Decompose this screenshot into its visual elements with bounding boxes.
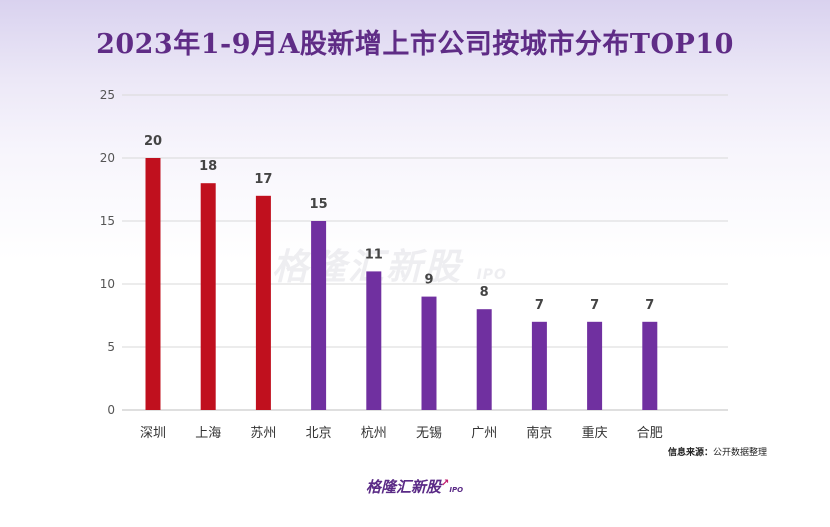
y-axis-ticks: 0 5 10 15 20 25: [100, 88, 115, 417]
data-label: 17: [254, 172, 272, 187]
source-value: 公开数据整理: [713, 448, 768, 458]
bar: [531, 321, 547, 410]
data-label: 20: [144, 134, 162, 149]
category-label: 无锡: [416, 426, 442, 441]
bar: [145, 158, 161, 410]
x-axis-categories: 深圳 上海 苏州 北京 杭州 无锡 广州 南京 重庆 合肥: [140, 425, 663, 441]
footer-logo-ipo: IPO: [449, 486, 464, 494]
category-label: 重庆: [582, 425, 608, 441]
y-tick-label: 25: [100, 88, 115, 102]
bar: [642, 321, 658, 410]
gridlines: [122, 94, 728, 411]
y-tick-label: 10: [100, 277, 115, 291]
arrow-icon: ↗: [441, 478, 450, 489]
category-label: 北京: [306, 426, 332, 441]
y-tick-label: 0: [107, 403, 115, 417]
category-label: 杭州: [361, 426, 387, 441]
category-label: 南京: [526, 425, 552, 441]
category-label: 广州: [471, 426, 497, 441]
y-tick-label: 5: [107, 340, 115, 354]
data-label: 7: [645, 298, 654, 313]
bar: [366, 271, 382, 410]
footer-logo: 格隆汇新股↗IPO: [366, 476, 463, 497]
watermark: 格隆汇新股 IPO: [272, 238, 507, 290]
source-note: 信息来源：公开数据整理: [668, 445, 767, 458]
bar: [587, 321, 603, 410]
y-tick-label: 20: [100, 151, 115, 165]
bar: [311, 221, 327, 410]
category-label: 上海: [195, 426, 221, 441]
data-label: 8: [480, 285, 489, 300]
source-key: 信息来源：: [668, 448, 714, 458]
bar: [421, 296, 437, 410]
data-label: 7: [590, 298, 599, 313]
watermark-brand: 格隆汇新股: [272, 247, 463, 288]
bar: [476, 309, 492, 410]
y-tick-label: 15: [100, 214, 115, 228]
data-label: 15: [310, 197, 328, 212]
category-label: 苏州: [250, 425, 276, 441]
category-label: 合肥: [637, 426, 663, 441]
data-label: 11: [365, 247, 383, 262]
chart-title: 2023年1-9月A股新增上市公司按城市分布TOP10: [96, 29, 734, 60]
data-label: 9: [424, 273, 433, 288]
data-labels: 20 18 17 15 11 9 8 7 7 7: [144, 134, 654, 313]
bars: [145, 158, 658, 410]
bar: [200, 183, 216, 410]
footer-logo-brand: 格隆汇新股: [366, 478, 442, 496]
data-label: 7: [535, 298, 544, 313]
category-label: 深圳: [140, 426, 166, 441]
bar: [255, 195, 271, 410]
data-label: 18: [199, 159, 217, 174]
watermark-ipo: IPO: [476, 267, 507, 283]
